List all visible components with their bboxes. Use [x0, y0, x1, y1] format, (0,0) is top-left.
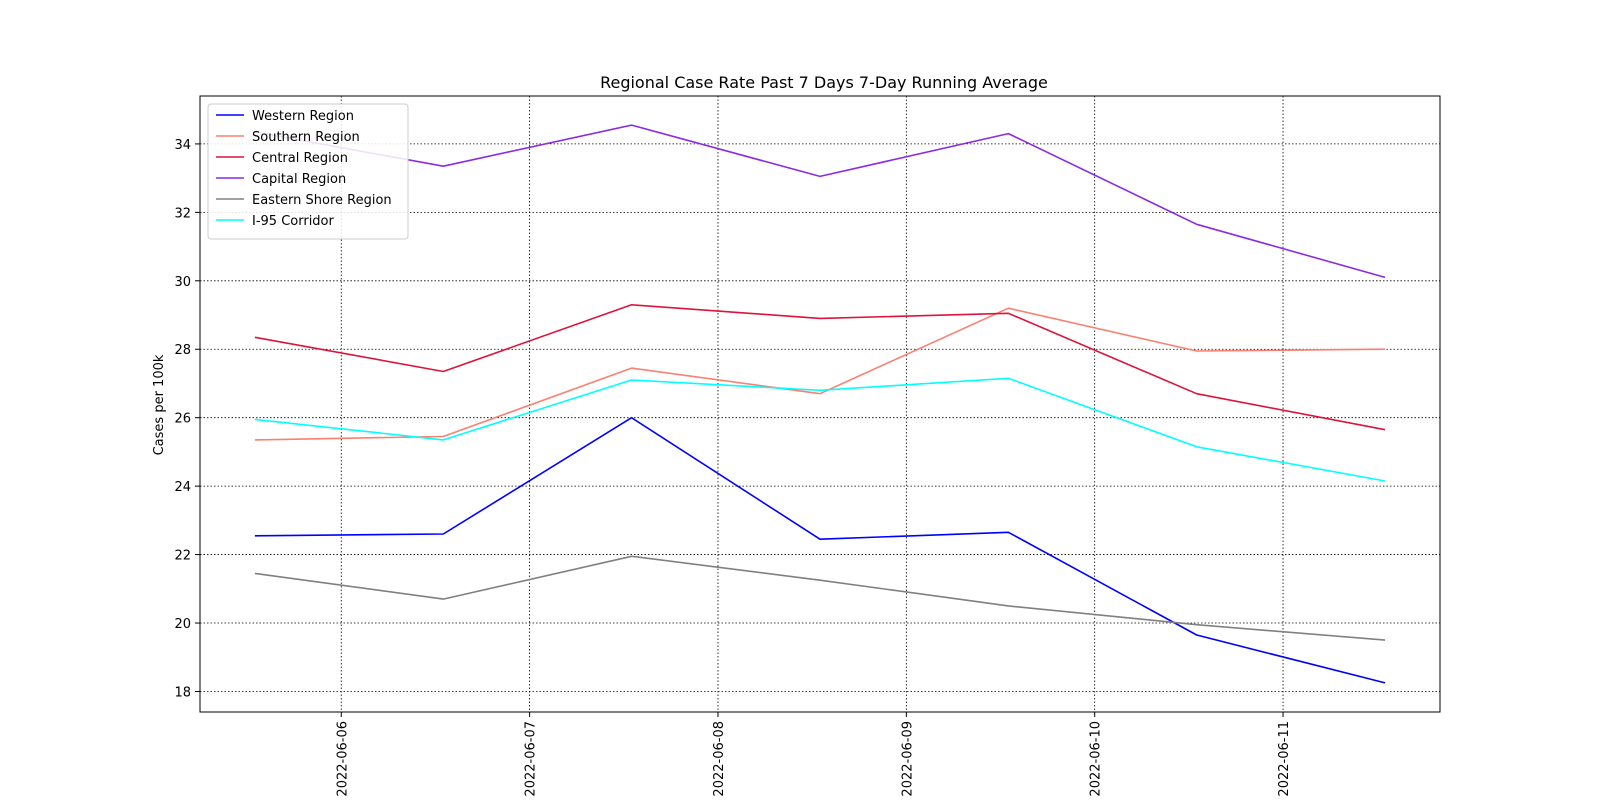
x-tick-label: 2022-06-06: [335, 721, 350, 797]
y-tick-label: 22: [174, 549, 191, 564]
y-tick-label: 18: [174, 685, 191, 700]
x-tick-label: 2022-06-10: [1089, 721, 1104, 797]
y-tick-label: 26: [174, 412, 191, 427]
y-tick-label: 32: [174, 206, 191, 221]
y-tick-label: 34: [174, 138, 191, 153]
series-lines: [254, 124, 1386, 684]
legend-label: Central Region: [252, 151, 348, 166]
x-tick-label: 2022-06-11: [1277, 721, 1292, 797]
series-line-3: [254, 124, 1386, 279]
x-tick-label: 2022-06-08: [712, 721, 727, 797]
y-tick-label: 24: [174, 480, 191, 495]
legend-label: Western Region: [252, 109, 354, 124]
y-tick-label: 20: [174, 617, 191, 632]
legend-label: Capital Region: [252, 172, 346, 187]
legend-label: I-95 Corridor: [252, 214, 335, 229]
x-tick-label: 2022-06-09: [900, 721, 915, 797]
legend-label: Eastern Shore Region: [252, 193, 392, 208]
legend-box: [207, 103, 409, 240]
y-tick-label: 30: [174, 275, 191, 290]
series-line-1: [254, 307, 1386, 441]
legend-label: Southern Region: [252, 130, 360, 145]
series-line-2: [254, 303, 1386, 431]
y-tick-label: 28: [174, 343, 191, 358]
series-line-0: [254, 416, 1386, 684]
chart-title: Regional Case Rate Past 7 Days 7-Day Run…: [600, 73, 1048, 92]
axis-ticks: 2022-06-06 2022-06-07 2022-06-08 2022-06-09…: [174, 138, 1292, 797]
y-axis-label: Cases per 100k: [152, 354, 167, 455]
series-line-5: [254, 377, 1386, 482]
legend: Western Region Southern Region Central Reg…: [207, 103, 409, 240]
x-tick-label: 2022-06-07: [524, 721, 539, 797]
plot-frame: [199, 95, 1441, 713]
series-line-4: [254, 555, 1386, 641]
